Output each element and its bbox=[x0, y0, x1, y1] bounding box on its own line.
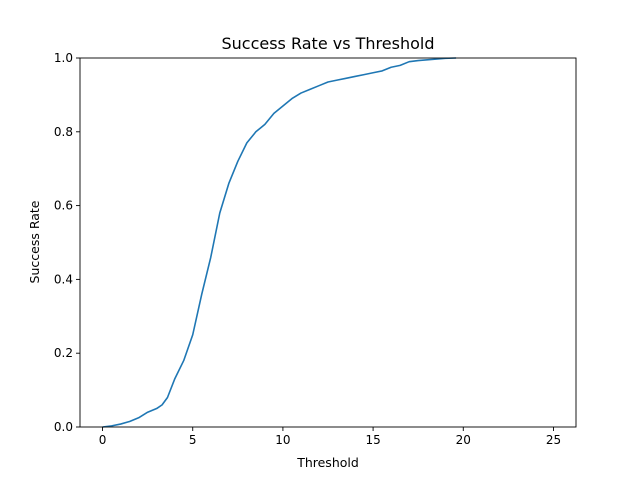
axes-frame bbox=[79, 57, 577, 428]
y-tick-label: 0.4 bbox=[54, 272, 73, 286]
x-tick-label: 5 bbox=[189, 433, 197, 447]
x-tick-label: 25 bbox=[546, 433, 561, 447]
x-tick-label: 20 bbox=[456, 433, 471, 447]
y-tick-label: 0.6 bbox=[54, 199, 73, 213]
y-axis-label: Success Rate bbox=[27, 200, 42, 283]
y-tick-label: 1.0 bbox=[54, 51, 73, 65]
plot-area: 0 5 10 15 20 25 0.0 0.2 0.4 0.6 0.8 1.0 bbox=[54, 51, 577, 447]
x-tick-label: 15 bbox=[365, 433, 380, 447]
y-tick-label: 0.8 bbox=[54, 125, 73, 139]
y-tick-label: 0.0 bbox=[54, 420, 73, 434]
x-axis-label: Threshold bbox=[296, 455, 359, 470]
y-tick-label: 0.2 bbox=[54, 346, 73, 360]
series-line-0 bbox=[102, 57, 457, 428]
x-tick-label: 0 bbox=[99, 433, 107, 447]
x-tick-label: 10 bbox=[275, 433, 290, 447]
chart-title: Success Rate vs Threshold bbox=[221, 34, 434, 53]
